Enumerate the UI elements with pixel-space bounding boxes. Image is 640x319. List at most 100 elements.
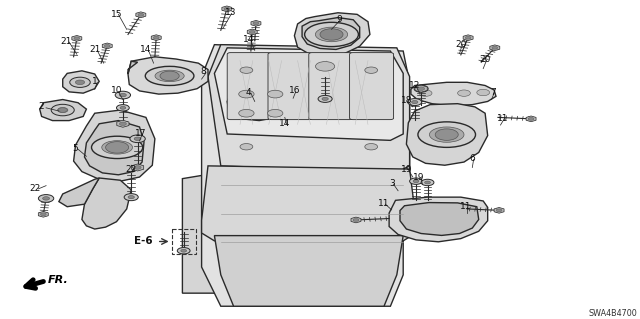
Polygon shape: [312, 55, 338, 76]
Text: 5: 5: [73, 144, 78, 153]
Ellipse shape: [305, 22, 358, 47]
Polygon shape: [116, 120, 129, 127]
Text: 10: 10: [111, 86, 123, 95]
Text: 21: 21: [60, 37, 72, 46]
Circle shape: [239, 90, 254, 98]
Ellipse shape: [418, 122, 476, 147]
Circle shape: [419, 90, 432, 96]
Polygon shape: [351, 217, 361, 223]
Text: 20: 20: [455, 40, 467, 49]
Polygon shape: [227, 87, 289, 121]
Text: 16: 16: [289, 86, 300, 95]
Polygon shape: [128, 61, 138, 74]
Circle shape: [240, 67, 253, 73]
Circle shape: [268, 109, 283, 117]
Circle shape: [250, 31, 255, 33]
Circle shape: [253, 22, 259, 25]
Polygon shape: [84, 121, 144, 175]
Circle shape: [477, 89, 490, 96]
Circle shape: [181, 249, 187, 252]
Circle shape: [106, 142, 129, 153]
Polygon shape: [415, 85, 428, 92]
Circle shape: [413, 180, 419, 182]
Circle shape: [458, 90, 470, 96]
Text: 11: 11: [460, 202, 472, 211]
Text: 11: 11: [497, 114, 508, 122]
Polygon shape: [494, 207, 504, 213]
Circle shape: [120, 107, 125, 109]
Ellipse shape: [92, 136, 143, 159]
Polygon shape: [208, 45, 410, 172]
Text: 19: 19: [401, 165, 412, 174]
Polygon shape: [59, 178, 99, 207]
Polygon shape: [400, 203, 479, 235]
Text: 17: 17: [135, 130, 147, 138]
Circle shape: [154, 36, 159, 39]
Ellipse shape: [316, 27, 348, 42]
Polygon shape: [247, 29, 257, 35]
Polygon shape: [151, 35, 161, 41]
Circle shape: [528, 117, 534, 120]
Polygon shape: [102, 43, 112, 49]
Text: E-6: E-6: [134, 236, 152, 247]
Circle shape: [322, 97, 328, 100]
Circle shape: [115, 91, 131, 99]
Circle shape: [408, 99, 422, 106]
Circle shape: [412, 100, 418, 104]
Circle shape: [492, 46, 498, 49]
Text: SWA4B4700: SWA4B4700: [588, 309, 637, 318]
Circle shape: [224, 7, 230, 10]
Polygon shape: [202, 45, 410, 306]
Circle shape: [74, 37, 80, 40]
Circle shape: [240, 144, 253, 150]
Polygon shape: [463, 35, 473, 41]
Polygon shape: [411, 82, 496, 106]
Text: 13: 13: [225, 8, 236, 17]
Circle shape: [116, 105, 129, 111]
FancyBboxPatch shape: [349, 53, 394, 120]
Circle shape: [58, 108, 67, 112]
Circle shape: [120, 93, 126, 97]
FancyBboxPatch shape: [268, 53, 312, 120]
Ellipse shape: [155, 70, 184, 82]
Polygon shape: [490, 45, 500, 51]
Text: 9: 9: [337, 15, 342, 24]
Circle shape: [177, 248, 190, 254]
Circle shape: [104, 44, 110, 47]
Polygon shape: [74, 110, 155, 181]
Circle shape: [320, 29, 343, 40]
Ellipse shape: [429, 127, 464, 142]
Circle shape: [119, 122, 127, 126]
Polygon shape: [222, 6, 232, 12]
Text: 2: 2: [39, 102, 44, 111]
Polygon shape: [131, 164, 144, 171]
Circle shape: [268, 90, 283, 98]
Circle shape: [418, 87, 424, 90]
Text: 18: 18: [401, 96, 412, 105]
Text: 22: 22: [29, 184, 41, 193]
Polygon shape: [40, 100, 86, 121]
Circle shape: [134, 166, 141, 169]
Polygon shape: [136, 12, 146, 18]
Text: 4: 4: [246, 88, 251, 97]
Ellipse shape: [102, 141, 132, 154]
Text: 8: 8: [201, 67, 206, 76]
Text: 14: 14: [243, 35, 254, 44]
Circle shape: [418, 87, 425, 91]
Text: 1: 1: [92, 77, 97, 86]
Circle shape: [130, 135, 145, 143]
Polygon shape: [526, 116, 536, 122]
Circle shape: [365, 67, 378, 73]
Circle shape: [128, 196, 134, 199]
Circle shape: [410, 178, 422, 184]
Circle shape: [124, 194, 138, 201]
Polygon shape: [38, 211, 48, 217]
Circle shape: [365, 144, 378, 150]
Text: FR.: FR.: [48, 275, 68, 285]
Circle shape: [239, 109, 254, 117]
Polygon shape: [63, 71, 99, 93]
Circle shape: [421, 179, 434, 186]
Circle shape: [318, 95, 332, 102]
FancyBboxPatch shape: [227, 53, 271, 120]
Text: 14: 14: [279, 119, 291, 128]
